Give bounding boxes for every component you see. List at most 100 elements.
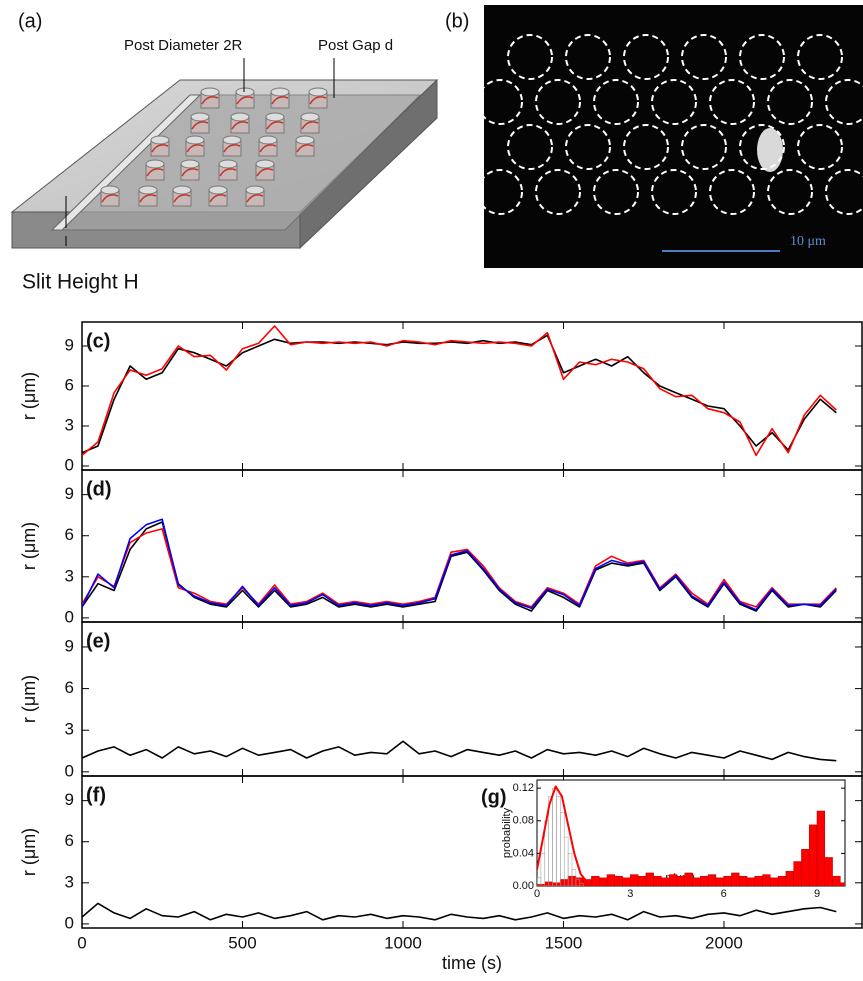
y-tick-label: 0.04 [513, 847, 534, 859]
hist-bar [716, 878, 724, 886]
data-line [82, 529, 836, 607]
x-tick-label: 0 [534, 888, 540, 900]
post-top [259, 136, 277, 144]
hist-bar [708, 875, 716, 886]
x-tick-label: 0 [77, 933, 86, 952]
post-top [139, 186, 157, 194]
post-top [271, 88, 289, 96]
data-line [82, 519, 836, 609]
x-tick-label: 3 [627, 888, 633, 900]
y-tick-label: 9 [65, 335, 74, 354]
hist-bar [809, 825, 817, 886]
post-top [186, 136, 204, 144]
y-axis-label: r (μm) [19, 828, 39, 876]
micrograph [484, 5, 863, 268]
y-tick-label: 6 [65, 678, 74, 697]
panel-label: (e) [86, 630, 110, 652]
hist-bar [623, 878, 631, 886]
y-tick-label: 6 [65, 525, 74, 544]
y-axis-label: r (μm) [19, 522, 39, 570]
panel-label: (b) [445, 10, 469, 32]
hist-bar [661, 878, 669, 886]
hist-bar [755, 876, 763, 886]
y-tick-label: 9 [65, 790, 74, 809]
hist-bar [833, 876, 841, 886]
hist-bar [801, 849, 809, 886]
hist-bar [700, 876, 708, 886]
hist-bar [669, 875, 677, 886]
post-top [296, 136, 314, 144]
y-tick-label: 6 [65, 831, 74, 850]
y-axis-label: probability [501, 807, 513, 858]
data-line [82, 741, 836, 760]
y-axis-label: r (μm) [19, 675, 39, 723]
post-top [101, 186, 119, 194]
y-tick-label: 0.12 [513, 782, 534, 794]
hist-bar [615, 876, 623, 886]
scale-label: 10 μm [790, 234, 826, 249]
hist-bar [817, 811, 825, 886]
x-tick-label: 6 [721, 888, 727, 900]
post-top [191, 113, 209, 121]
x-tick-label: 1000 [384, 933, 422, 952]
y-tick-label: 0 [65, 761, 74, 780]
y-tick-label: 6 [65, 375, 74, 394]
post-top [256, 160, 274, 168]
panel-label: (a) [18, 10, 42, 32]
hist-bar [685, 873, 693, 886]
hist-bar [724, 876, 732, 886]
hist-bar [739, 876, 747, 886]
panel-label: (g) [481, 786, 507, 808]
post-top [231, 113, 249, 121]
hist-bar [786, 871, 794, 886]
hist-bar [638, 876, 646, 886]
post-top [246, 186, 264, 194]
y-tick-label: 3 [65, 566, 74, 585]
hist-bar [770, 878, 778, 886]
y-tick-label: 9 [65, 484, 74, 503]
x-tick-label: 500 [228, 933, 256, 952]
y-tick-label: 0 [65, 607, 74, 626]
x-tick-label: 2000 [705, 933, 743, 952]
post-top [266, 113, 284, 121]
data-line [82, 335, 836, 452]
data-line [82, 522, 836, 611]
post-top [309, 88, 327, 96]
hist-bar [607, 875, 615, 886]
post-top [301, 113, 319, 121]
y-tick-label: 0 [65, 455, 74, 474]
post-top [146, 160, 164, 168]
panel-label: (d) [86, 478, 112, 500]
hist-bar [677, 876, 685, 886]
plot-frame [82, 322, 862, 470]
post-top [201, 88, 219, 96]
hist-bar [646, 873, 654, 886]
post-top [151, 136, 169, 144]
hist-bar [840, 883, 848, 886]
y-tick-label: 3 [65, 720, 74, 739]
post-top [223, 136, 241, 144]
y-tick-label: 9 [65, 636, 74, 655]
data-line [82, 326, 836, 455]
x-tick-label: 1500 [545, 933, 583, 952]
y-tick-label: 0 [65, 913, 74, 932]
figure: (a) Post Diameter 2R Post Gap d Slit Hei… [0, 0, 863, 976]
post-top [219, 160, 237, 168]
post-top [173, 186, 191, 194]
hist-bar [763, 875, 771, 886]
hist-bar [654, 876, 662, 886]
post-top [236, 88, 254, 96]
hist-bar [731, 873, 739, 886]
hist-bar [630, 875, 638, 886]
y-axis-label: r (μm) [19, 372, 39, 420]
panel-label: (f) [86, 784, 106, 806]
y-tick-label: 0.00 [513, 880, 534, 892]
hist-bar [794, 862, 802, 886]
annotation: Post Gap d [318, 37, 393, 54]
y-tick-label: 3 [65, 415, 74, 434]
x-axis-label: time (s) [442, 953, 502, 973]
post-top [181, 160, 199, 168]
post-top [209, 186, 227, 194]
hist-bar [747, 878, 755, 886]
hist-bar [693, 878, 701, 886]
